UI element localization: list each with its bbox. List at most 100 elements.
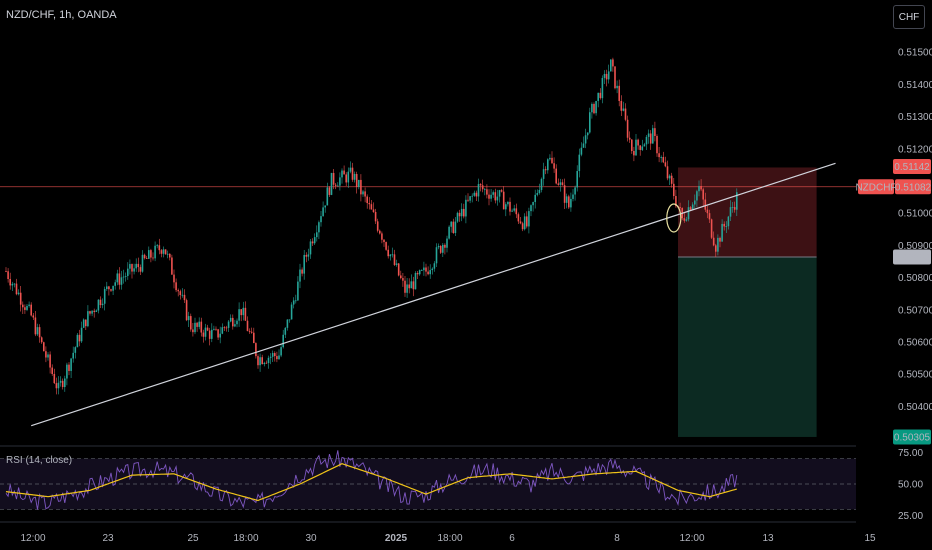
stop-price-badge: 0.51142 (894, 162, 930, 173)
candle-body (204, 327, 207, 337)
candle-body (683, 218, 686, 221)
candle-body (534, 194, 536, 203)
candle-body (110, 289, 112, 291)
candle-body (706, 209, 709, 214)
candle-body (454, 221, 457, 234)
candle-body (469, 196, 471, 201)
candle-body (618, 85, 620, 101)
candle-body (326, 187, 329, 206)
rsi-tick-label: 25.00 (898, 511, 923, 522)
candle-body (633, 150, 635, 156)
candle-body (658, 153, 660, 158)
candle-body (318, 222, 320, 233)
candle-body (423, 267, 425, 271)
candle-body (515, 208, 518, 215)
candle-body (490, 194, 492, 199)
candle-body (486, 189, 488, 195)
candle-body (177, 290, 179, 292)
candle-body (484, 189, 486, 191)
candle-body (328, 187, 331, 195)
candle-body (505, 204, 507, 210)
candle-body (17, 292, 20, 295)
candle-body (519, 221, 522, 224)
candle-body (196, 322, 198, 327)
candle-body (467, 199, 469, 201)
target-price-badge-bg (893, 429, 931, 445)
candle-body (723, 223, 725, 227)
candle-body (200, 321, 203, 333)
candle-body (475, 192, 478, 197)
candle-body (179, 291, 182, 296)
candle-body (391, 254, 394, 256)
candle-body (553, 163, 555, 169)
candle-body (601, 77, 604, 99)
candle-body (286, 319, 289, 328)
price-tick-label: 0.50900 (898, 241, 932, 252)
candle-body (458, 212, 461, 217)
candle-body (15, 283, 18, 295)
candle-body (82, 319, 85, 328)
candle-body (421, 270, 423, 271)
candle-body (332, 172, 335, 185)
candle-body (242, 307, 245, 316)
candle-body (635, 139, 637, 156)
candle-body (473, 192, 476, 196)
candle-body (95, 310, 98, 312)
candle-body (614, 66, 616, 89)
candle-body (269, 356, 272, 358)
candle-body (729, 207, 732, 217)
candle-body (358, 179, 360, 187)
candle-body (425, 267, 427, 272)
candle-body (137, 263, 140, 268)
candle-body (49, 354, 51, 368)
candle-body (400, 275, 402, 279)
candle-body (578, 154, 581, 172)
candle-body (381, 233, 383, 240)
candle-body (257, 356, 259, 366)
candle-body (9, 279, 11, 286)
candle-body (339, 177, 341, 186)
candle-body (408, 284, 410, 289)
candle-body (148, 250, 150, 259)
candle-body (53, 373, 56, 384)
candle-body (141, 254, 144, 272)
candle-body (452, 221, 455, 234)
candle-body (660, 157, 662, 158)
currency-button[interactable]: CHF (893, 5, 925, 29)
candle-body (349, 167, 352, 172)
candle-body (202, 332, 205, 337)
candle-body (412, 281, 415, 290)
candle-body (114, 282, 116, 286)
candle-body (591, 103, 593, 113)
candle-body (101, 303, 104, 306)
candle-body (139, 267, 142, 272)
candle-body (259, 357, 261, 366)
candle-body (236, 320, 238, 325)
candle-body (22, 304, 24, 308)
candle-body (13, 283, 16, 285)
price-tick-label: 0.51300 (898, 112, 932, 123)
candle-body (664, 162, 667, 167)
candle-body (299, 269, 301, 282)
candle-body (166, 253, 169, 255)
candle-body (278, 355, 280, 360)
candle-body (637, 139, 639, 146)
candle-body (675, 196, 677, 207)
candle-body (416, 273, 419, 275)
candle-body (267, 357, 270, 364)
candle-body (488, 194, 490, 199)
candle-body (542, 169, 545, 179)
candle-body (57, 382, 60, 389)
candle-body (301, 269, 303, 274)
candle-body (43, 342, 45, 352)
candle-body (66, 364, 68, 379)
price-tick-label: 0.51200 (898, 144, 932, 155)
candle-body (652, 128, 654, 144)
candle-body (551, 157, 553, 164)
candle-body (78, 334, 81, 342)
candle-body (271, 353, 274, 357)
candle-body (549, 157, 551, 160)
candle-body (710, 219, 713, 238)
time-tick-label: 25 (187, 533, 199, 544)
